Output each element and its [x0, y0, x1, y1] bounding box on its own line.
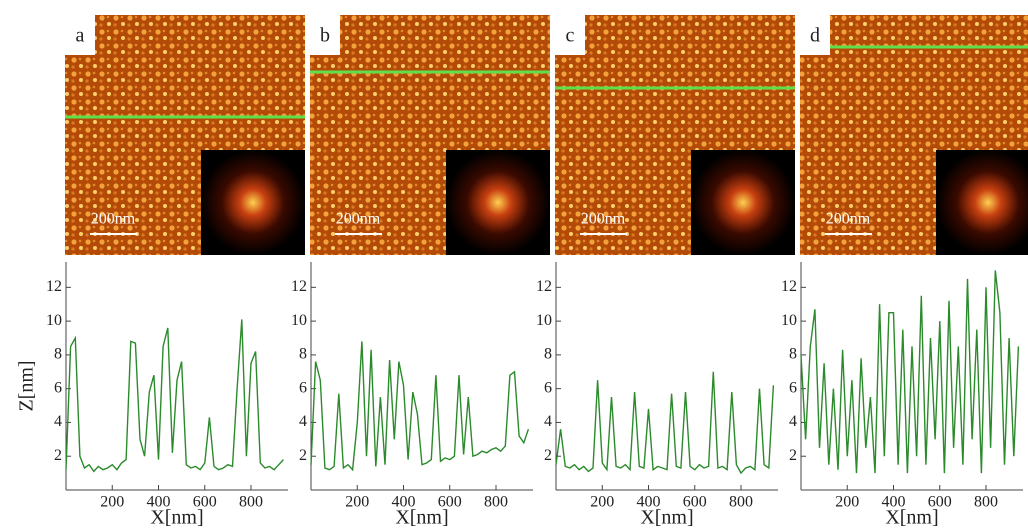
x-tick-label: 400 — [637, 494, 661, 511]
x-tick-label: 200 — [590, 494, 614, 511]
y-tick-label: 4 — [299, 413, 307, 430]
scale-bar-label: 200nm — [581, 211, 626, 228]
x-axis-label: X[nm] — [395, 507, 448, 529]
y-tick-label: 8 — [544, 346, 552, 363]
y-tick-label: 2 — [299, 447, 307, 464]
y-tick-label: 6 — [544, 379, 552, 396]
y-axis-label: Z[nm] — [16, 360, 38, 411]
profile-curve — [555, 371, 775, 475]
y-tick-label: 2 — [789, 447, 797, 464]
y-tick-label: 4 — [54, 413, 62, 430]
x-axis-label: X[nm] — [640, 507, 693, 529]
scale-bar-label: 200nm — [91, 211, 136, 228]
x-tick-label: 800 — [974, 494, 998, 511]
panel-label: c — [566, 25, 575, 47]
fft-inset — [201, 150, 305, 255]
y-tick-label: 12 — [536, 278, 552, 295]
x-tick-label: 200 — [345, 494, 369, 511]
y-tick-label: 8 — [299, 346, 307, 363]
y-tick-label: 12 — [781, 278, 797, 295]
x-tick-label: 800 — [729, 494, 753, 511]
y-tick-label: 12 — [46, 278, 62, 295]
panel-label: d — [810, 25, 820, 47]
x-tick-label: 200 — [100, 494, 124, 511]
x-tick-label: 800 — [484, 494, 508, 511]
y-tick-label: 2 — [54, 447, 62, 464]
y-tick-label: 4 — [544, 413, 552, 430]
label-box — [65, 15, 95, 55]
x-tick-label: 600 — [193, 494, 217, 511]
y-tick-label: 6 — [789, 379, 797, 396]
y-tick-label: 10 — [46, 312, 62, 329]
x-tick-label: 400 — [882, 494, 906, 511]
profile-curve — [310, 341, 530, 472]
fft-inset — [936, 150, 1028, 255]
fft-inset — [691, 150, 795, 255]
y-tick-label: 6 — [54, 379, 62, 396]
fft-inset — [446, 150, 550, 255]
x-tick-label: 600 — [928, 494, 952, 511]
y-tick-label: 8 — [789, 346, 797, 363]
x-tick-label: 800 — [239, 494, 263, 511]
panel-label: b — [320, 25, 330, 47]
x-tick-label: 600 — [683, 494, 707, 511]
y-tick-label: 4 — [789, 413, 797, 430]
y-tick-label: 6 — [299, 379, 307, 396]
y-tick-label: 10 — [291, 312, 307, 329]
x-axis-label: X[nm] — [885, 507, 938, 529]
profile-curve — [800, 270, 1020, 474]
x-tick-label: 400 — [147, 494, 171, 511]
panel-label: a — [76, 25, 85, 47]
x-tick-label: 600 — [438, 494, 462, 511]
y-tick-label: 10 — [536, 312, 552, 329]
y-tick-label: 10 — [781, 312, 797, 329]
scale-bar-label: 200nm — [336, 211, 381, 228]
x-tick-label: 200 — [835, 494, 859, 511]
label-box — [310, 15, 340, 55]
x-axis-label: X[nm] — [150, 507, 203, 529]
scale-bar-label: 200nm — [826, 211, 871, 228]
label-box — [555, 15, 585, 55]
label-box — [800, 15, 830, 55]
y-tick-label: 12 — [291, 278, 307, 295]
x-tick-label: 400 — [392, 494, 416, 511]
y-tick-label: 8 — [54, 346, 62, 363]
profile-curve — [65, 319, 284, 473]
y-tick-label: 2 — [544, 447, 552, 464]
